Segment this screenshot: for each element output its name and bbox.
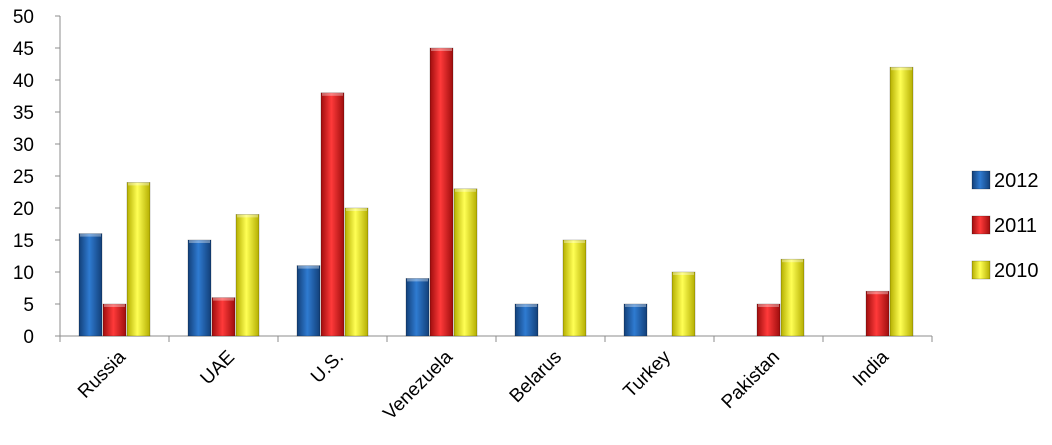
y-tick-label: 15 <box>13 231 34 252</box>
bar-venezuela-2010 <box>453 188 478 337</box>
legend: 2012 2011 2010 <box>971 170 1039 282</box>
bar-pakistan-2010 <box>780 258 805 337</box>
y-tick-label: 25 <box>13 167 34 188</box>
y-tick-label: 5 <box>23 295 34 316</box>
bar-uae-2010 <box>235 214 260 337</box>
y-tick-label: 30 <box>13 135 34 156</box>
legend-swatch <box>971 260 991 280</box>
bar-belarus-2012 <box>514 303 539 337</box>
legend-item-2011: 2011 <box>971 215 1037 237</box>
y-tick-label: 10 <box>13 263 34 284</box>
bar-india-2010 <box>889 66 914 337</box>
y-tick-label: 35 <box>13 103 34 124</box>
bar-pakistan-2011 <box>756 303 781 337</box>
x-tick-label: UAE <box>197 347 239 389</box>
bar-u-s--2011 <box>320 92 345 337</box>
x-tick-label: India <box>849 346 893 390</box>
legend-item-2012: 2012 <box>971 170 1039 192</box>
bar-uae-2011 <box>211 297 236 337</box>
bar-u-s--2010 <box>344 207 369 337</box>
y-tick-label: 20 <box>13 199 34 220</box>
legend-label: 2011 <box>994 215 1037 237</box>
bar-russia-2012 <box>78 233 103 337</box>
bar-venezuela-2012 <box>405 278 430 337</box>
y-tick-label: 0 <box>23 327 34 348</box>
y-tick-label: 40 <box>13 71 34 92</box>
x-tick-label: Pakistan <box>718 347 784 413</box>
legend-swatch <box>971 170 991 190</box>
legend-item-2010: 2010 <box>971 260 1039 282</box>
legend-swatch <box>971 215 991 235</box>
y-tick-labels: 0 5 10 15 20 25 30 35 40 45 50 <box>13 7 34 348</box>
bar-turkey-2012 <box>623 303 648 337</box>
bar-venezuela-2011 <box>429 47 454 337</box>
bar-turkey-2010 <box>671 271 696 337</box>
legend-label: 2010 <box>994 260 1039 282</box>
x-tick-label: U.S. <box>307 347 348 388</box>
y-tick-label: 45 <box>13 39 34 60</box>
bar-uae-2012 <box>187 239 212 337</box>
bar-india-2011 <box>865 290 890 337</box>
x-tick-label: Belarus <box>506 347 566 407</box>
bars <box>78 47 914 337</box>
y-tick-label: 50 <box>13 7 34 28</box>
bar-u-s--2012 <box>296 265 321 337</box>
x-tick-label: Turkey <box>620 346 676 402</box>
bar-russia-2010 <box>126 182 151 337</box>
legend-label: 2012 <box>994 170 1039 192</box>
x-tick-label: Russia <box>74 346 130 402</box>
x-tick-label: Venezuela <box>379 346 457 424</box>
bar-belarus-2010 <box>562 239 587 337</box>
bar-russia-2011 <box>102 303 127 337</box>
x-tick-labels: Russia UAE U.S. Venezuela Belarus Turkey Pakis… <box>74 346 893 424</box>
